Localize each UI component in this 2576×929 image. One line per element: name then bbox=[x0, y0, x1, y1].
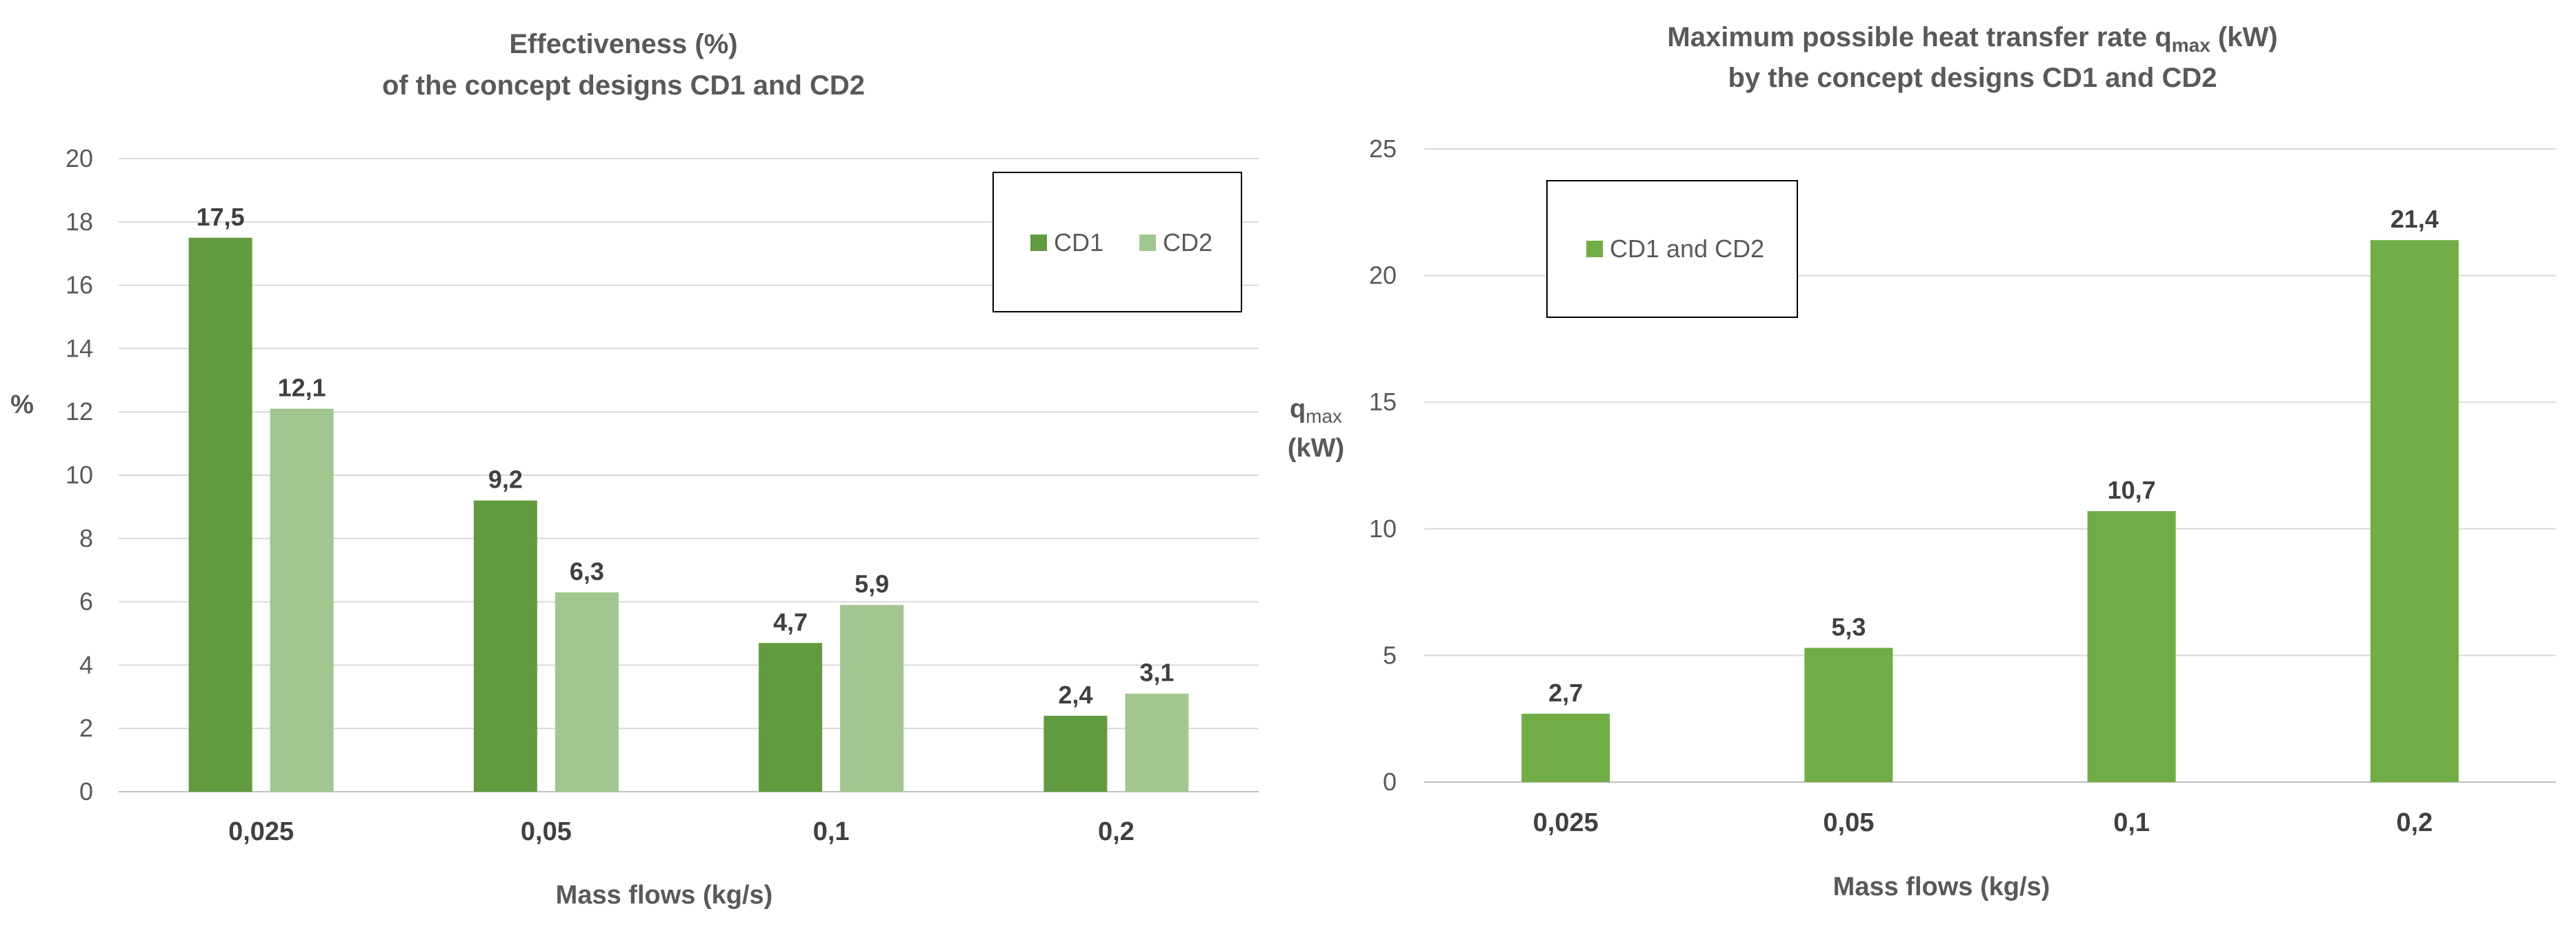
data-label: 4,7 bbox=[773, 608, 808, 636]
chart2-legend-swatch-cd1-and-cd2 bbox=[1586, 241, 1603, 257]
chart1-title-line1: Effectiveness (%) bbox=[509, 29, 737, 59]
chart2-data-labels: 2,7 5,3 10,7 21,4 bbox=[1548, 205, 2439, 707]
y-tick-label: 25 bbox=[1369, 134, 1397, 163]
bar-cd1 bbox=[473, 500, 537, 792]
bar-cd2 bbox=[270, 408, 334, 792]
x-tick-label: 0,1 bbox=[2113, 808, 2150, 837]
data-label: 12,1 bbox=[278, 374, 326, 402]
bar-cd1 bbox=[1044, 715, 1108, 792]
chart1-legend-label-cd2: CD2 bbox=[1163, 228, 1212, 257]
chart1-y-ticks: 0 2 4 6 8 10 12 14 16 18 20 bbox=[66, 144, 93, 806]
data-label: 3,1 bbox=[1139, 659, 1174, 687]
chart2-title-sub: max bbox=[2172, 34, 2210, 56]
heat-transfer-chart: Maximum possible heat transfer rate qmax… bbox=[1288, 22, 2556, 901]
data-label: 2,7 bbox=[1548, 679, 1583, 707]
effectiveness-chart: Effectiveness (%) of the concept designs… bbox=[10, 29, 1259, 910]
bar-cd1-and-cd2 bbox=[2370, 240, 2459, 782]
chart1-x-axis-title: Mass flows (kg/s) bbox=[556, 881, 773, 910]
data-label: 6,3 bbox=[570, 557, 604, 586]
data-label: 21,4 bbox=[2390, 205, 2439, 233]
x-tick-label: 0,025 bbox=[1533, 808, 1599, 837]
chart2-y-axis-sub: max bbox=[1306, 406, 1342, 427]
bar-cd2 bbox=[840, 605, 904, 792]
y-tick-label: 0 bbox=[79, 777, 93, 806]
data-label: 9,2 bbox=[488, 466, 523, 494]
chart1-title-line2: of the concept designs CD1 and CD2 bbox=[382, 70, 865, 101]
x-tick-label: 0,05 bbox=[1823, 808, 1874, 837]
y-tick-label: 10 bbox=[1369, 515, 1397, 543]
x-tick-label: 0,2 bbox=[2396, 808, 2433, 837]
data-label: 5,3 bbox=[1831, 612, 1866, 641]
y-tick-label: 8 bbox=[79, 524, 93, 552]
chart1-bars bbox=[188, 237, 1189, 792]
chart2-title-line2: by the concept designs CD1 and CD2 bbox=[1728, 63, 2217, 93]
bar-cd1-and-cd2 bbox=[1804, 648, 1893, 782]
x-tick-label: 0,025 bbox=[228, 817, 294, 846]
y-tick-label: 6 bbox=[79, 588, 93, 616]
chart1-legend-label-cd1: CD1 bbox=[1054, 228, 1104, 257]
chart2-y-axis-unit: (kW) bbox=[1288, 434, 1344, 463]
y-tick-label: 5 bbox=[1383, 641, 1397, 669]
chart2-y-ticks: 0 5 10 15 20 25 bbox=[1369, 134, 1397, 796]
chart2-y-axis-title: qmax bbox=[1290, 394, 1342, 427]
chart1-data-labels: 17,5 12,1 9,2 6,3 4,7 5,9 2,4 3,1 bbox=[197, 203, 1175, 709]
chart1-y-axis-title: % bbox=[10, 390, 34, 419]
chart2-title-suffix: (kW) bbox=[2210, 22, 2278, 52]
y-tick-label: 10 bbox=[66, 461, 93, 489]
y-tick-label: 16 bbox=[66, 271, 93, 299]
y-tick-label: 4 bbox=[79, 650, 93, 679]
chart2-bars bbox=[1521, 240, 2459, 782]
data-label: 5,9 bbox=[855, 570, 889, 598]
bar-cd2 bbox=[555, 592, 619, 792]
chart2-x-axis-title: Mass flows (kg/s) bbox=[1833, 872, 2050, 901]
chart2-legend-label-cd1-and-cd2: CD1 and CD2 bbox=[1610, 234, 1764, 263]
bar-cd1 bbox=[759, 643, 823, 792]
x-tick-label: 0,2 bbox=[1098, 817, 1135, 846]
y-tick-label: 15 bbox=[1369, 388, 1397, 416]
y-tick-label: 2 bbox=[79, 714, 93, 742]
y-tick-label: 12 bbox=[66, 397, 93, 426]
x-tick-label: 0,05 bbox=[521, 817, 572, 846]
y-tick-label: 18 bbox=[66, 208, 93, 236]
chart2-gridlines bbox=[1424, 148, 2556, 783]
chart2-legend: CD1 and CD2 bbox=[1546, 180, 1798, 318]
y-tick-label: 20 bbox=[1369, 261, 1397, 290]
chart1-legend-swatch-cd1 bbox=[1030, 234, 1047, 251]
bar-cd2 bbox=[1125, 693, 1189, 792]
bar-cd1-and-cd2 bbox=[1521, 713, 1610, 782]
y-tick-label: 0 bbox=[1383, 768, 1397, 796]
chart2-y-axis-main: q bbox=[1290, 394, 1306, 423]
data-label: 10,7 bbox=[2108, 476, 2156, 504]
chart1-legend-swatch-cd2 bbox=[1139, 234, 1156, 251]
y-tick-label: 14 bbox=[66, 334, 93, 362]
chart2-category-labels: 0,025 0,05 0,1 0,2 bbox=[1533, 808, 2433, 837]
y-tick-label: 20 bbox=[66, 144, 93, 172]
bar-cd1 bbox=[188, 237, 252, 792]
chart1-category-labels: 0,025 0,05 0,1 0,2 bbox=[228, 817, 1135, 846]
bar-cd1-and-cd2 bbox=[2087, 511, 2176, 782]
chart2-title-line1: Maximum possible heat transfer rate qmax… bbox=[1667, 22, 2277, 56]
chart1-legend: CD1 CD2 bbox=[992, 172, 1242, 312]
data-label: 2,4 bbox=[1058, 681, 1092, 709]
x-tick-label: 0,1 bbox=[813, 817, 850, 846]
chart2-title-prefix: Maximum possible heat transfer rate q bbox=[1667, 22, 2171, 52]
data-label: 17,5 bbox=[197, 203, 245, 231]
